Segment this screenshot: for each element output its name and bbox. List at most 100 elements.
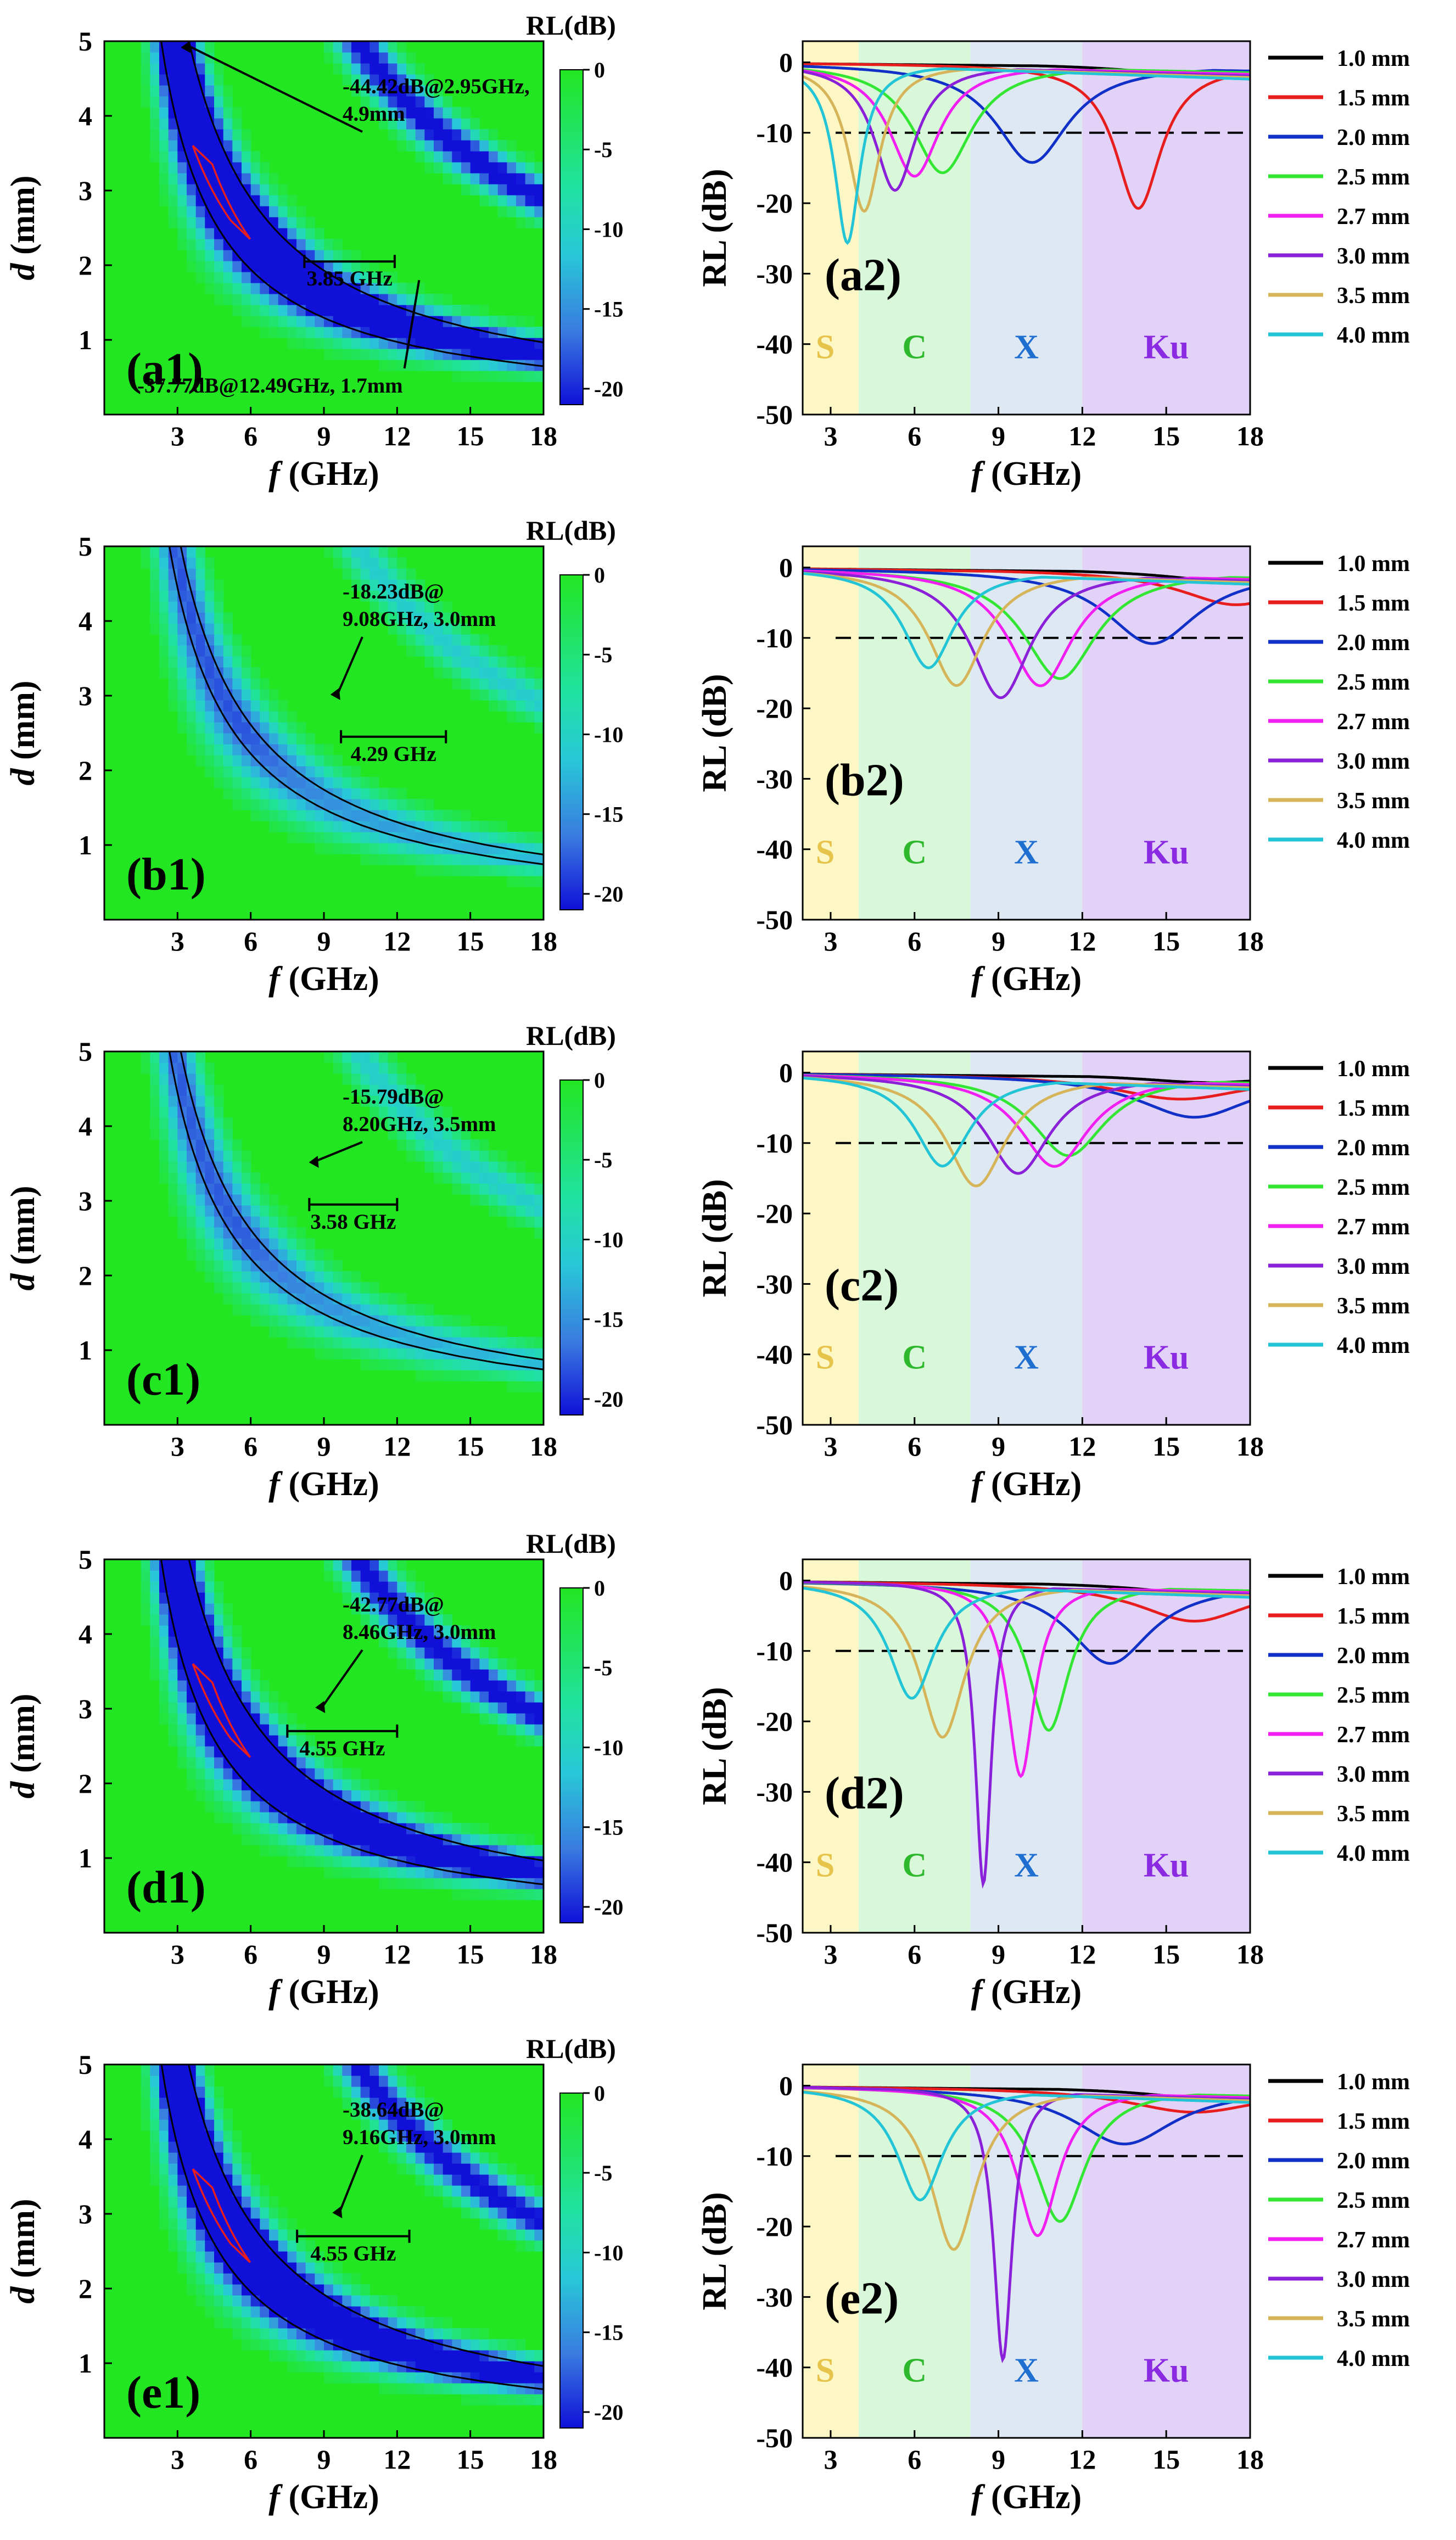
heatmap-cell [214, 2141, 224, 2153]
heatmap-cell [379, 305, 389, 316]
colorbar-gradient [559, 69, 584, 405]
heatmap-cell [141, 557, 150, 569]
heatmap-cell [223, 2284, 233, 2296]
heatmap-cell [232, 777, 242, 788]
y-axis-label-var: d [4, 768, 42, 786]
heatmap-cell [424, 2152, 434, 2164]
heatmap-cell [242, 2240, 251, 2252]
heatmap-cell [489, 1370, 499, 1381]
heatmap-cell [406, 2339, 416, 2351]
heatmap-cell [397, 316, 407, 327]
heatmap-cell [195, 2229, 205, 2241]
heatmap-cell [177, 2251, 187, 2263]
heatmap-cell [324, 52, 334, 64]
y-tick-label: -40 [756, 1847, 793, 1878]
heatmap-cell [214, 1139, 224, 1151]
heatmap-cell [242, 2207, 251, 2219]
heatmap-cell [195, 2163, 205, 2175]
annotation-line-2: 8.46GHz, 3.0mm [343, 1620, 496, 1644]
heatmap-cell [150, 1073, 160, 1085]
heatmap-cell [324, 1326, 334, 1338]
heatmap-cell [452, 1315, 462, 1327]
heatmap-cell [479, 1658, 489, 1670]
heatmap-cell [406, 623, 416, 635]
heatmap-cell [260, 173, 270, 184]
heatmap-cell [415, 1878, 425, 1889]
legend-label: 3.5 mm [1337, 788, 1410, 814]
heatmap-cell [214, 1260, 224, 1272]
heatmap-cell [250, 1172, 260, 1184]
heatmap-cell [424, 854, 434, 865]
heatmap-cell [287, 206, 297, 217]
heatmap-cell [296, 2350, 306, 2362]
heatmap-cell [507, 1724, 517, 1736]
colorbar-tick-label: -15 [594, 297, 623, 322]
legend-label: 1.5 mm [1337, 1604, 1410, 1629]
heatmap-cell [342, 821, 352, 832]
heatmap-cell [452, 1669, 462, 1681]
heatmap-cell [223, 2317, 233, 2329]
heatmap-cell [195, 2273, 205, 2285]
heatmap-cell [360, 85, 370, 97]
heatmap-cell [388, 1636, 397, 1648]
heatmap-cell [461, 2196, 471, 2208]
heatmap-cell [214, 722, 224, 734]
heatmap-cell [424, 349, 434, 360]
heatmap-cell [214, 744, 224, 756]
heatmap-cell [406, 96, 416, 108]
heatmap-cell [360, 63, 370, 75]
heatmap-cell [360, 832, 370, 843]
heatmap-cell [424, 1625, 434, 1637]
heatmap-cell [516, 1172, 526, 1184]
heatmap-cell [388, 579, 397, 591]
heatmap-cell [516, 2207, 526, 2219]
heatmap-cell [195, 1735, 205, 1747]
heatmap-cell [296, 755, 306, 767]
heatmap-cell [397, 1359, 407, 1370]
heatmap-cell [150, 601, 160, 613]
heatmap-cell [287, 1801, 297, 1812]
heatmap-cell [443, 612, 452, 624]
heatmap-cell [305, 1834, 315, 1845]
heatmap-cell [287, 2295, 297, 2307]
heatmap-cell [443, 1867, 452, 1878]
heatmap-cell [242, 1680, 251, 1692]
heatmap-cell [305, 810, 315, 821]
heatmap-cell [242, 1172, 251, 1184]
heatmap-cell [260, 1801, 270, 1812]
heatmap-cell [379, 601, 389, 613]
heatmap-cell [195, 2295, 205, 2307]
heatmap-cell [452, 140, 462, 152]
heatmap-cell [315, 305, 324, 316]
heatmap-cell [159, 1128, 169, 1140]
heatmap-cell [168, 1724, 178, 1736]
heatmap-cell [232, 228, 242, 239]
x-tick-label: 15 [1152, 2444, 1180, 2475]
heatmap-cell [223, 2119, 233, 2131]
heatmap-cell [269, 755, 279, 767]
heatmap-cell [379, 1856, 389, 1867]
heatmap-cell [342, 1282, 352, 1294]
heatmap-cell [470, 1878, 480, 1889]
heatmap-cell [242, 294, 251, 305]
heatmap-cell [461, 2394, 471, 2405]
heatmap-cell [360, 2284, 370, 2296]
heatmap-cell [507, 338, 517, 349]
heatmap-cell [250, 1282, 260, 1294]
legend-label: 1.5 mm [1337, 2109, 1410, 2134]
heatmap-cell [168, 634, 178, 646]
heatmap-cell [434, 1669, 444, 1681]
annotation-line-2: 9.08GHz, 3.0mm [343, 607, 496, 631]
heatmap-cell [470, 140, 480, 152]
heatmap-cell [360, 2097, 370, 2109]
heatmap-cell [296, 1779, 306, 1791]
heatmap-cell [360, 272, 370, 283]
heatmap-cell [333, 755, 343, 767]
heatmap-cell [424, 1614, 434, 1626]
heatmap-cell [232, 2284, 242, 2296]
heatmap-cell [342, 2328, 352, 2340]
heatmap-cell [415, 1647, 425, 1659]
heatmap-cell [479, 1691, 489, 1703]
heatmap-cell [168, 52, 178, 64]
heatmap-cell [205, 711, 215, 723]
